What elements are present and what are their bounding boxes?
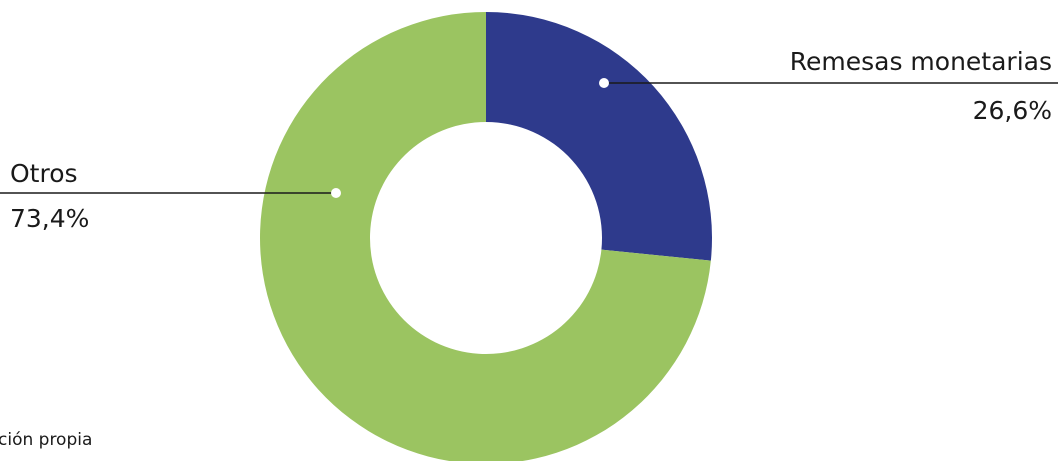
leader-dot-otros xyxy=(331,188,341,198)
category-label-remesas: Remesas monetarias xyxy=(790,47,1052,76)
slice-otros xyxy=(260,12,711,461)
donut-slices xyxy=(260,12,712,461)
slice-remesas xyxy=(486,12,712,261)
source-note: ción propia xyxy=(0,430,92,450)
value-label-otros: 73,4% xyxy=(10,204,89,233)
value-label-remesas: 26,6% xyxy=(973,96,1052,125)
leader-dot-remesas xyxy=(599,78,609,88)
category-label-otros: Otros xyxy=(10,159,78,188)
